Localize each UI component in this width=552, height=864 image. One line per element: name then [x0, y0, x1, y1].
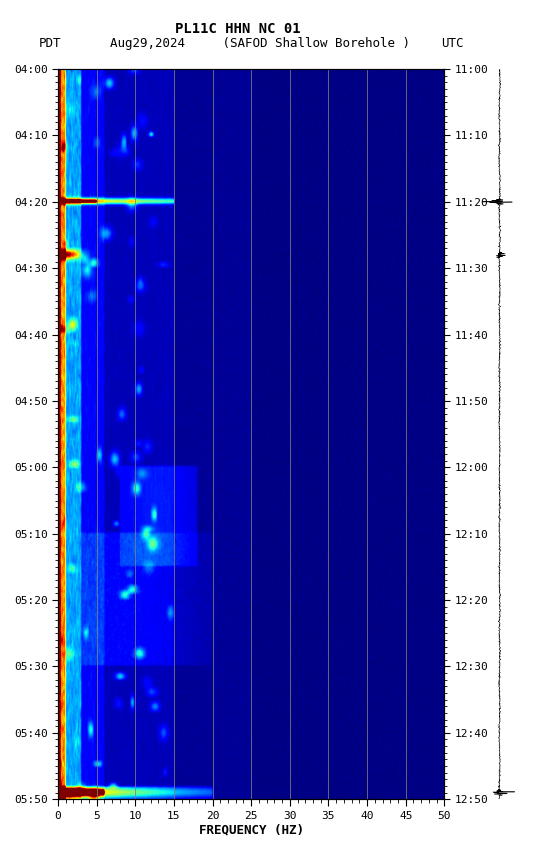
Text: PL11C HHN NC 01: PL11C HHN NC 01	[174, 22, 300, 35]
Text: Aug29,2024     (SAFOD Shallow Borehole ): Aug29,2024 (SAFOD Shallow Borehole )	[110, 37, 410, 50]
X-axis label: FREQUENCY (HZ): FREQUENCY (HZ)	[199, 823, 304, 836]
Text: UTC: UTC	[442, 37, 464, 50]
Text: PDT: PDT	[39, 37, 61, 50]
